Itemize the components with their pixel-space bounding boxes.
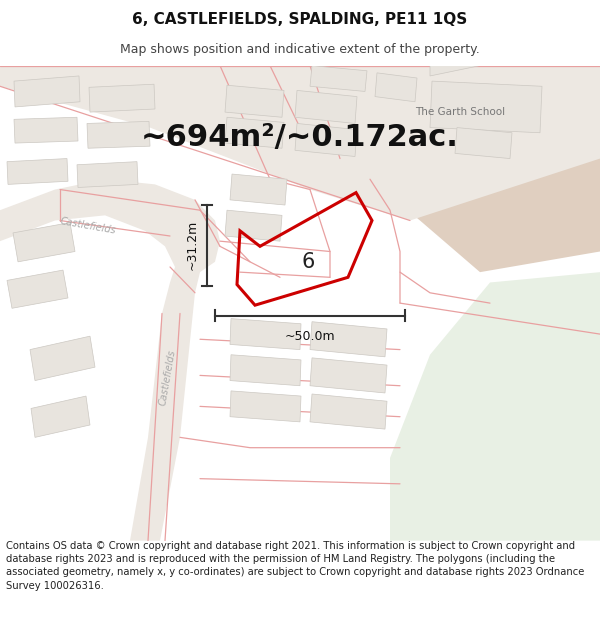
Polygon shape	[375, 73, 417, 102]
Text: ~694m²/~0.172ac.: ~694m²/~0.172ac.	[141, 123, 459, 152]
Polygon shape	[225, 210, 282, 241]
Text: The Garth School: The Garth School	[415, 107, 505, 117]
Polygon shape	[225, 85, 284, 118]
Polygon shape	[77, 162, 138, 188]
Polygon shape	[89, 84, 155, 112]
Text: 6, CASTLEFIELDS, SPALDING, PE11 1QS: 6, CASTLEFIELDS, SPALDING, PE11 1QS	[133, 12, 467, 27]
Polygon shape	[430, 81, 542, 132]
Polygon shape	[30, 336, 95, 381]
Polygon shape	[310, 66, 367, 91]
Polygon shape	[295, 124, 357, 156]
Polygon shape	[13, 222, 75, 262]
Polygon shape	[7, 270, 68, 308]
Text: ~50.0m: ~50.0m	[284, 330, 335, 343]
Text: 6: 6	[301, 252, 314, 272]
Text: Castlefields: Castlefields	[59, 216, 117, 236]
Polygon shape	[310, 358, 387, 393]
Polygon shape	[31, 396, 90, 437]
Polygon shape	[230, 391, 301, 422]
Polygon shape	[390, 272, 600, 541]
Polygon shape	[430, 66, 480, 76]
Polygon shape	[0, 66, 600, 221]
Polygon shape	[230, 319, 301, 349]
Polygon shape	[230, 355, 301, 386]
Text: Contains OS data © Crown copyright and database right 2021. This information is : Contains OS data © Crown copyright and d…	[6, 541, 584, 591]
Text: ~31.2m: ~31.2m	[186, 220, 199, 271]
Text: Castlefields: Castlefields	[158, 349, 178, 406]
Polygon shape	[14, 118, 78, 143]
Polygon shape	[455, 127, 512, 159]
Polygon shape	[370, 66, 600, 272]
Polygon shape	[0, 179, 220, 541]
Text: Map shows position and indicative extent of the property.: Map shows position and indicative extent…	[120, 42, 480, 56]
Polygon shape	[310, 394, 387, 429]
Polygon shape	[230, 174, 287, 205]
Polygon shape	[87, 121, 150, 148]
Polygon shape	[310, 322, 387, 357]
Polygon shape	[225, 118, 284, 148]
Polygon shape	[14, 76, 80, 107]
Polygon shape	[295, 91, 357, 124]
Polygon shape	[7, 159, 68, 184]
